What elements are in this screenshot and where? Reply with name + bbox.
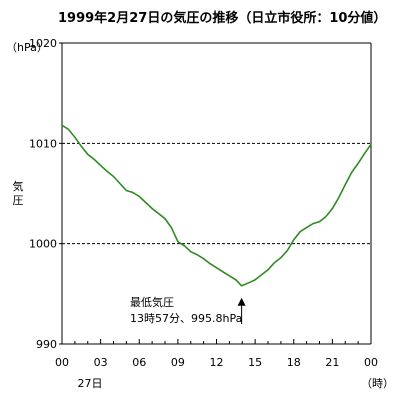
- annotation-line1: 最低気圧: [130, 295, 174, 309]
- y-tick-label: 990: [36, 338, 57, 351]
- x-ticks: 00 03 06 09 12 15 18 21 00: [55, 339, 378, 369]
- annotation-line2: 13時57分、995.8hPa: [130, 312, 242, 325]
- x-tick-label: 15: [248, 356, 262, 369]
- date-label: 27日: [78, 377, 103, 390]
- chart-title: 1999年2月27日の気圧の推移（日立市役所：10分値）: [58, 10, 386, 26]
- x-unit-label: （時）: [361, 377, 394, 390]
- x-tick-label: 00: [364, 356, 378, 369]
- x-tick-label: 09: [171, 356, 185, 369]
- y-tick-label: 1000: [29, 238, 57, 251]
- y-ticks: 1020 1010 1000 990: [29, 37, 62, 351]
- annotation-arrow-head: [237, 297, 246, 306]
- axes: [61, 42, 372, 345]
- x-tick-label: 03: [94, 356, 108, 369]
- min-pressure-annotation: 最低気圧 13時57分、995.8hPa: [130, 295, 246, 325]
- x-tick-label: 18: [287, 356, 301, 369]
- x-tick-label: 06: [132, 356, 146, 369]
- x-tick-label: 12: [210, 356, 224, 369]
- x-tick-label: 21: [325, 356, 339, 369]
- y-axis-label-char-1: 気: [13, 179, 24, 193]
- x-tick-label: 00: [55, 356, 69, 369]
- y-tick-label: 1010: [29, 137, 57, 150]
- gridlines: [62, 142, 371, 245]
- y-unit-label: （hPa）: [6, 41, 48, 54]
- y-axis-label-char-2: 圧: [13, 194, 24, 207]
- y-tick-label: 1020: [29, 37, 57, 50]
- pressure-series-line: [61, 124, 372, 287]
